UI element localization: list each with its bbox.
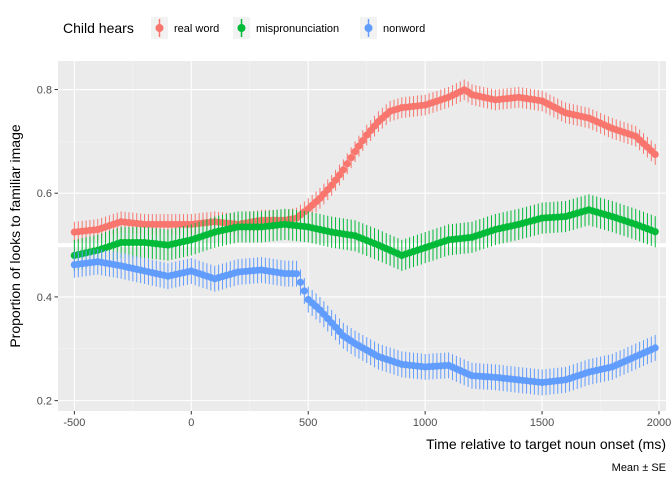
- y-tick-label: 0.4: [37, 292, 52, 304]
- data-point: [300, 287, 308, 295]
- x-tick-label: 1000: [413, 417, 437, 429]
- y-axis: 0.2 0.4 0.6 0.8: [37, 85, 58, 408]
- series-mispronunciation: [70, 194, 659, 271]
- y-tick-label: 0.6: [37, 188, 52, 200]
- x-tick-label: 2000: [647, 417, 671, 429]
- data-point: [328, 181, 336, 189]
- caption: Mean ± SE: [612, 462, 666, 474]
- series-layer: [70, 79, 659, 396]
- x-axis: -500 0 500 1000 1500 2000: [63, 411, 671, 429]
- legend: Child hears real word mispronunciation n…: [63, 17, 425, 39]
- data-point: [339, 166, 347, 174]
- legend-key-nonword: nonword: [360, 17, 425, 39]
- data-point: [347, 154, 355, 162]
- legend-label-mispronunciation: mispronunciation: [256, 23, 339, 35]
- points-mispronunciation: [70, 206, 659, 260]
- legend-label-real-word: real word: [174, 23, 219, 35]
- y-tick-label: 0.8: [37, 85, 52, 97]
- data-point: [335, 171, 344, 179]
- legend-title: Child hears: [63, 20, 134, 36]
- legend-key-dot-nonword: [364, 24, 373, 32]
- series-real-word: [70, 79, 659, 243]
- data-point: [331, 176, 340, 184]
- points-real-word: [70, 86, 659, 236]
- data-point: [651, 150, 659, 159]
- data-point: [351, 148, 359, 156]
- data-point: [355, 142, 363, 150]
- x-axis-title: Time relative to target noun onset (ms): [426, 436, 666, 452]
- x-tick-label: -500: [63, 417, 85, 429]
- legend-key-real-word: real word: [151, 17, 219, 39]
- legend-key-mispronunciation: mispronunciation: [233, 17, 339, 39]
- data-point: [296, 278, 305, 286]
- y-tick-label: 0.2: [37, 396, 52, 408]
- data-point: [292, 270, 301, 278]
- data-point: [359, 136, 367, 145]
- legend-key-dot-mispronunciation: [237, 24, 246, 32]
- data-point: [651, 344, 659, 352]
- legend-key-dot-real-word: [155, 24, 164, 32]
- legend-label-nonword: nonword: [383, 23, 425, 35]
- points-nonword: [70, 258, 659, 387]
- data-point: [343, 160, 351, 168]
- x-tick-label: 500: [299, 417, 317, 429]
- x-tick-label: 0: [188, 417, 194, 429]
- series-nonword: [70, 248, 659, 396]
- x-tick-label: 1500: [530, 417, 554, 429]
- data-point: [651, 228, 659, 236]
- y-axis-title: Proportion of looks to familiar image: [7, 124, 23, 348]
